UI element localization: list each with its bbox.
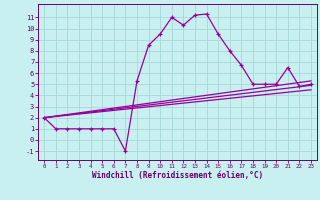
X-axis label: Windchill (Refroidissement éolien,°C): Windchill (Refroidissement éolien,°C) — [92, 171, 263, 180]
